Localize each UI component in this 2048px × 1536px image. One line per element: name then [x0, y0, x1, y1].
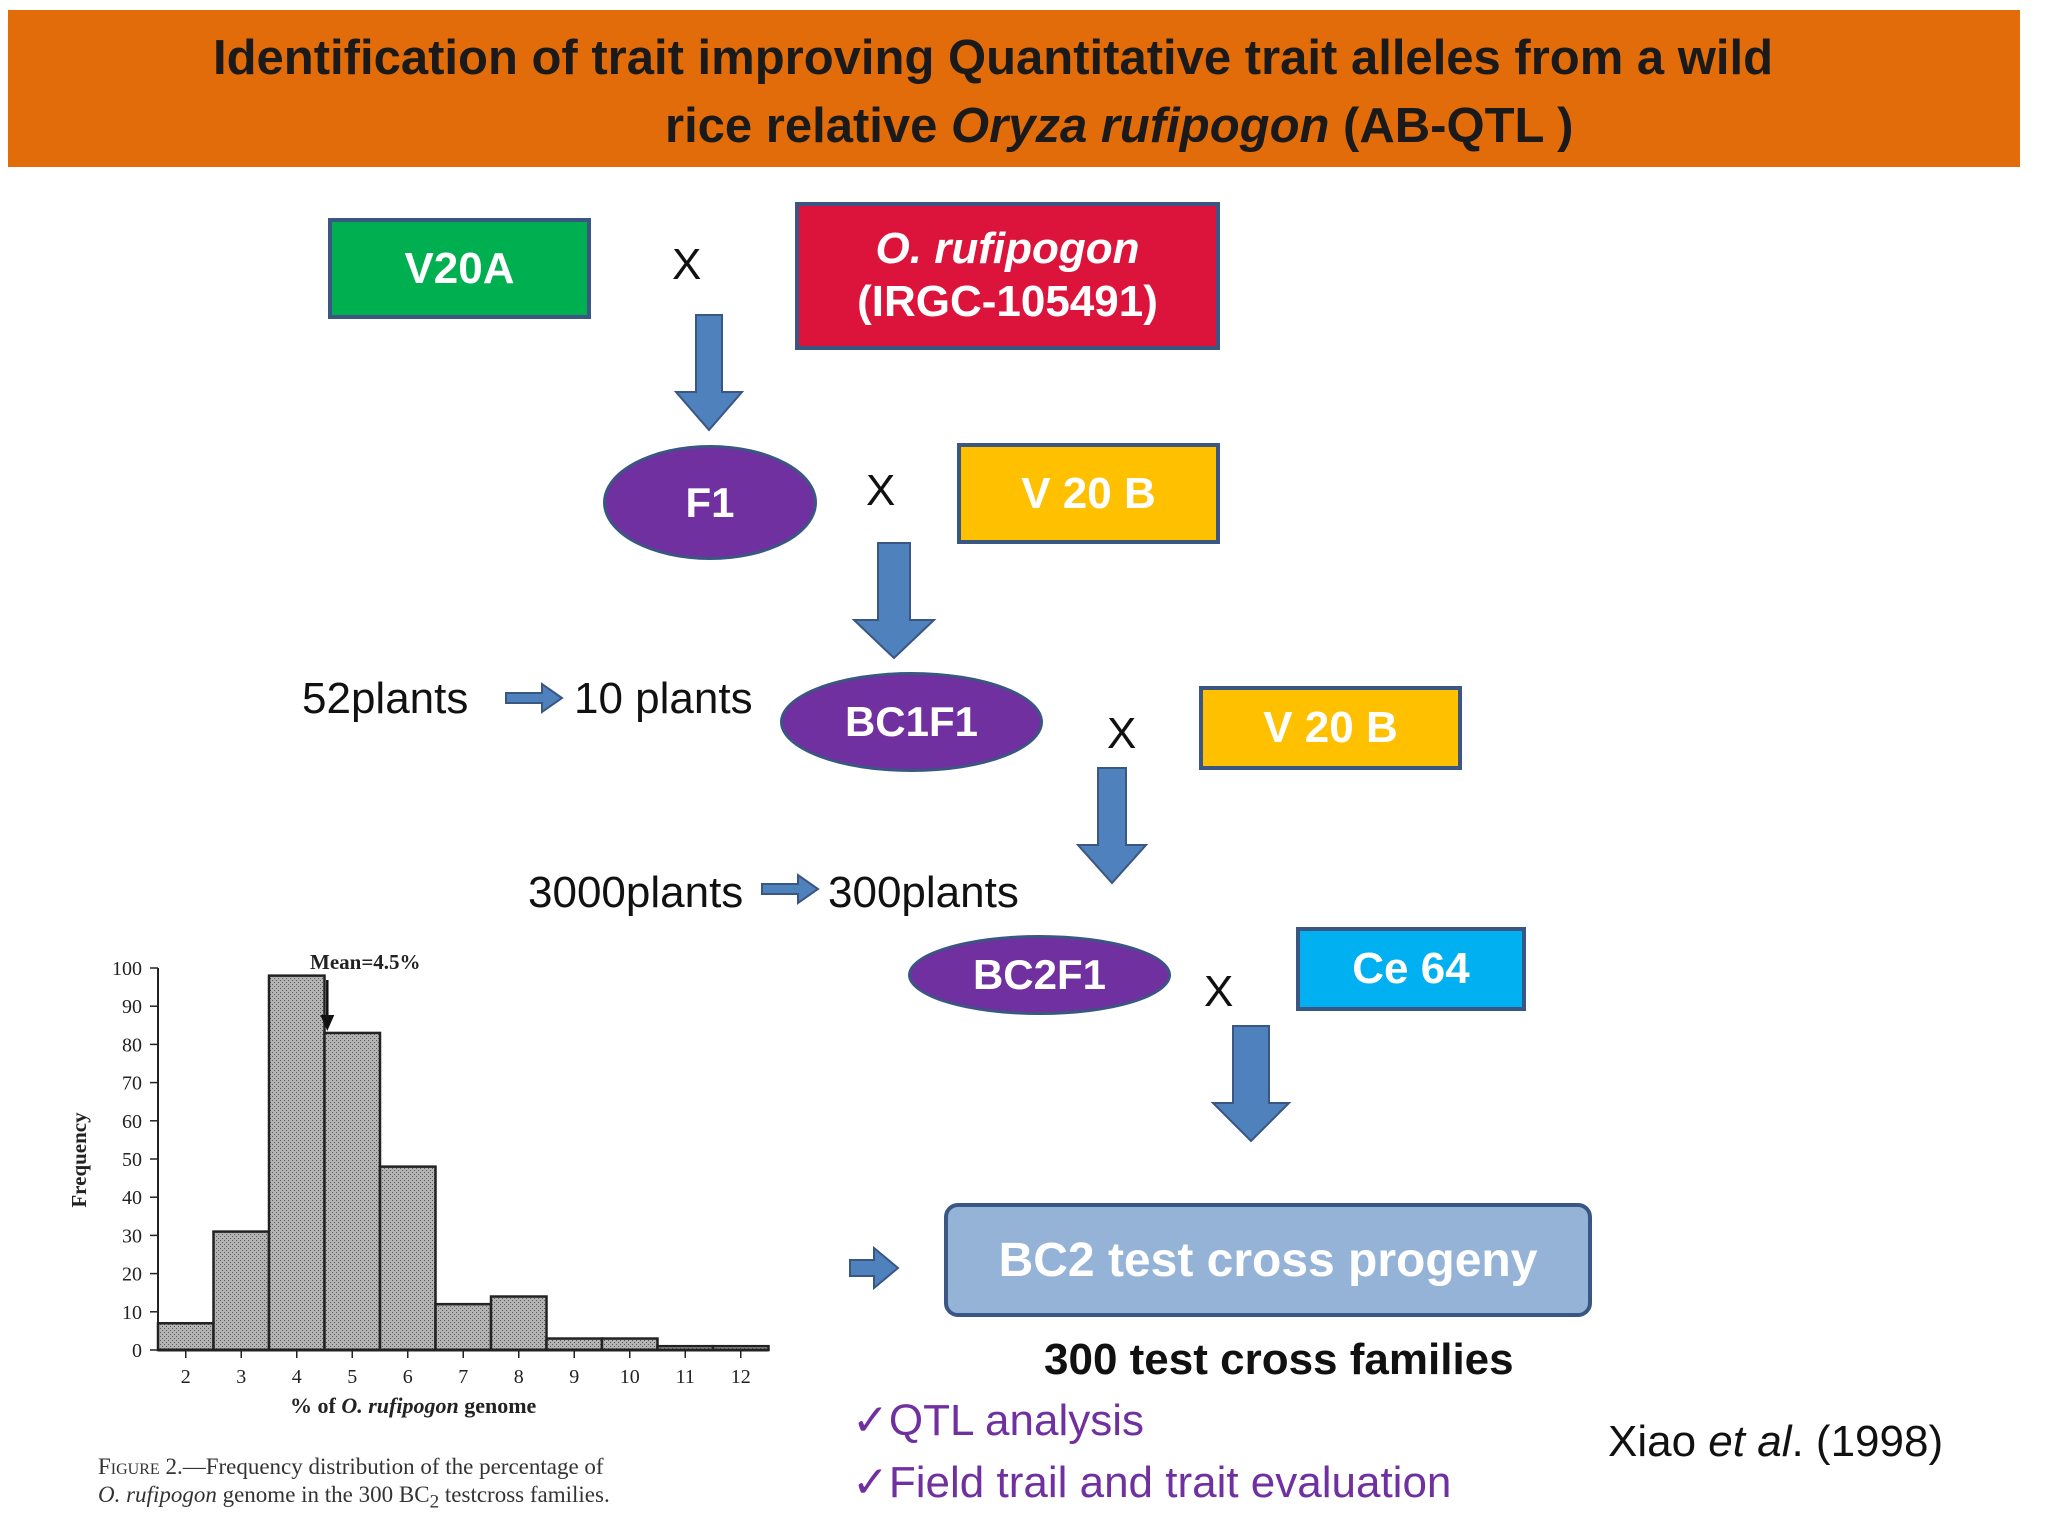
x-tick-label: 8 [514, 1366, 524, 1388]
bc1f1-ellipse: BC1F1 [780, 672, 1043, 772]
histogram-bar [212, 1230, 271, 1352]
y-tick-label: 70 [122, 1073, 142, 1095]
y-tick-label: 90 [122, 996, 142, 1018]
mean-annotation: Mean=4.5% [310, 950, 421, 974]
y-tick-label: 30 [122, 1225, 142, 1247]
bc2f1-ellipse: BC2F1 [908, 935, 1171, 1015]
right-arrow-1 [505, 682, 564, 714]
histogram-bar [156, 1322, 215, 1352]
y-tick-label: 60 [122, 1111, 142, 1133]
cross-symbol-2: X [866, 466, 896, 515]
citation: Xiao et al. (1998) [1608, 1417, 1944, 1466]
rufipogon-accession: (IRGC-105491) [857, 277, 1158, 326]
histogram-bar [545, 1337, 604, 1352]
y-tick-label: 20 [122, 1264, 142, 1286]
y-tick-label: 80 [122, 1034, 142, 1056]
right-arrow-2 [761, 873, 820, 905]
histogram-bar [267, 974, 326, 1352]
f1-ellipse: F1 [603, 445, 817, 560]
checkmark-icon: ✓ [852, 1458, 889, 1507]
x-axis-label: % of O. rufipogon genome [290, 1393, 537, 1418]
figure-caption: Figure 2.—Frequency distribution of the … [98, 1454, 610, 1513]
rufipogon-box: O. rufipogon (IRGC-105491) [795, 202, 1220, 350]
rufipogon-name: O. rufipogon [875, 224, 1140, 274]
x-tick-label: 6 [403, 1366, 413, 1388]
x-tick-label: 3 [236, 1366, 246, 1388]
v20b-box-2: V 20 B [1199, 686, 1462, 770]
down-arrow-3 [1075, 767, 1149, 885]
ce64-box: Ce 64 [1296, 927, 1526, 1011]
v20b-box-1: V 20 B [957, 443, 1220, 544]
title-line-2: rice relative Oryza rufipogon (AB-QTL ) [665, 99, 1574, 153]
check-qtl: ✓QTL analysis [852, 1396, 1145, 1445]
checkmark-icon: ✓ [852, 1396, 889, 1445]
y-tick-label: 0 [132, 1340, 142, 1362]
mean-arrowhead-icon [320, 1015, 335, 1031]
y-axis-label: Frequency [67, 1112, 91, 1208]
families-label: 300 test cross families [1044, 1335, 1514, 1384]
down-arrow-4 [1210, 1025, 1292, 1143]
histogram-bar [323, 1031, 382, 1352]
x-tick-label: 12 [731, 1366, 751, 1388]
down-arrow-2 [851, 542, 937, 660]
bc2-selection-from: 3000plants [528, 868, 744, 917]
x-tick-label: 9 [569, 1366, 579, 1388]
histogram-bar [489, 1295, 548, 1352]
histogram-bar [600, 1337, 659, 1352]
bc1-selection-to: 10 plants [574, 674, 753, 723]
cross-symbol-4: X [1204, 967, 1234, 1016]
y-tick-label: 10 [122, 1302, 142, 1324]
cross-symbol-3: X [1107, 709, 1137, 758]
histogram-bar [378, 1165, 437, 1352]
y-tick-label: 40 [122, 1187, 142, 1209]
check-field: ✓Field trail and trait evaluation [852, 1458, 1452, 1507]
x-tick-label: 2 [181, 1366, 191, 1388]
title-line-1: Identification of trait improving Quanti… [213, 31, 1774, 85]
right-arrow-3 [849, 1245, 900, 1291]
x-tick-label: 10 [620, 1366, 640, 1388]
x-tick-label: 4 [292, 1366, 302, 1388]
x-tick-label: 5 [347, 1366, 357, 1388]
histogram-bar [434, 1302, 493, 1352]
y-tick-label: 50 [122, 1149, 142, 1171]
bc1-selection-from: 52plants [302, 674, 469, 723]
x-tick-label: 7 [458, 1366, 468, 1388]
x-tick-label: 11 [676, 1366, 695, 1388]
progeny-box: BC2 test cross progeny [944, 1203, 1592, 1317]
cross-symbol-1: X [672, 240, 702, 289]
y-tick-label: 100 [112, 958, 142, 980]
title-banner: Identification of trait improving Quanti… [8, 10, 2020, 167]
v20a-box: V20A [328, 218, 591, 319]
down-arrow-1 [673, 314, 745, 432]
bc2-selection-to: 300plants [828, 868, 1019, 917]
